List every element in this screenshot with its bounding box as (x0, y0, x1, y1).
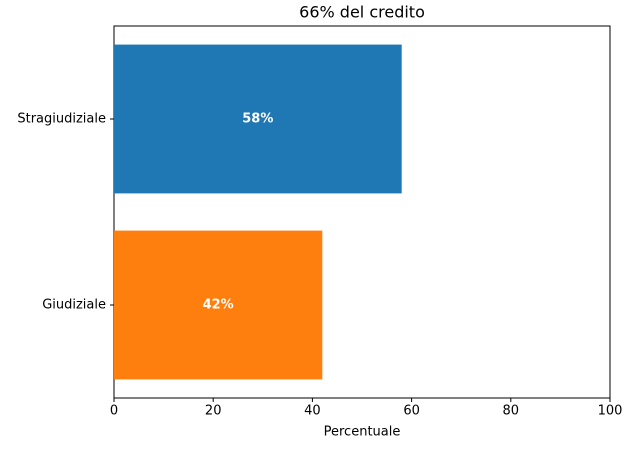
x-tick-label: 100 (598, 404, 623, 419)
value-label: 42% (203, 298, 234, 313)
x-tick-label: 80 (503, 404, 520, 419)
x-tick-label: 20 (205, 404, 222, 419)
y-tick-label: Stragiudiziale (17, 112, 106, 127)
x-axis-label: Percentuale (324, 425, 401, 440)
x-tick-label: 60 (403, 404, 420, 419)
x-tick-label: 0 (110, 404, 118, 419)
plot-frame (113, 25, 611, 399)
y-tick-label: Giudiziale (42, 298, 106, 313)
x-tick-label: 40 (304, 404, 321, 419)
value-label: 58% (242, 112, 273, 127)
bar (114, 44, 402, 194)
bar (114, 230, 323, 380)
chart-title: 66% del credito (299, 3, 425, 22)
